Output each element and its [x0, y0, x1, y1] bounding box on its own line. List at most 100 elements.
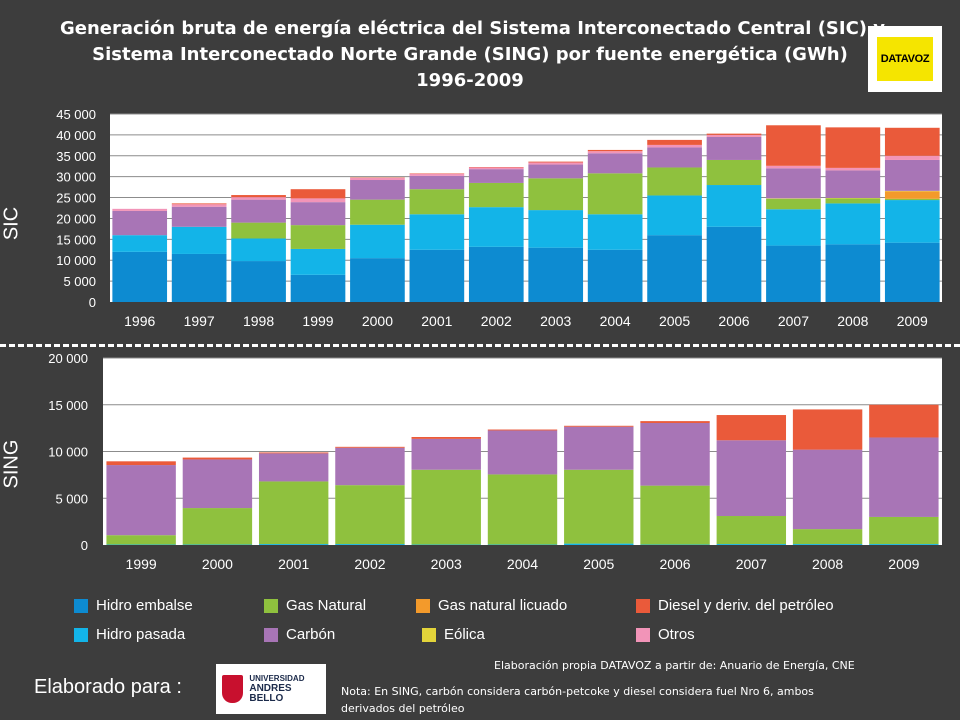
sic-x-tick-label: 1997 — [184, 313, 215, 329]
sic-bar-segment — [825, 203, 881, 245]
sing-y-tick-label: 15 000 — [48, 398, 88, 413]
sic-bar-segment — [825, 170, 881, 198]
footnote-line-1: Nota: En SING, carbón considera carbón-p… — [341, 685, 814, 698]
chart-title: Generación bruta de energía eléctrica de… — [60, 16, 886, 94]
sic-x-tick-label: 1996 — [124, 313, 155, 329]
sic-bar-segment — [706, 185, 762, 227]
sic-bar-segment — [884, 200, 940, 243]
sic-bar-segment — [825, 198, 881, 204]
sic-bar-segment — [647, 144, 702, 148]
sing-bar-segment — [564, 426, 634, 470]
datavoz-logo-text: DATAVOZ — [877, 37, 933, 81]
sic-bar-segment — [171, 204, 227, 207]
legend-label: Gas natural licuado — [438, 597, 568, 614]
legend-item: Hidro pasada — [74, 626, 185, 643]
sic-bar-segment — [409, 175, 465, 190]
sic-bar-segment — [171, 226, 227, 254]
sic-x-tick-label: 2005 — [659, 313, 690, 329]
sic-bar-segment — [587, 151, 643, 154]
legend-swatch — [416, 598, 430, 613]
legend-item: Gas Natural — [264, 597, 366, 614]
sic-bar-segment — [587, 214, 643, 250]
sic-y-tick-label: 5 000 — [63, 274, 96, 289]
legend-label: Gas Natural — [286, 597, 367, 614]
legend-item: Diesel y deriv. del petróleo — [636, 597, 834, 614]
legend-label: Hidro embalse — [96, 597, 193, 614]
sing-x-tick-label: 1999 — [126, 556, 157, 572]
sic-bar-segment — [112, 208, 168, 211]
sic-y-tick-label: 45 000 — [56, 107, 96, 122]
sic-bar-segment — [528, 164, 584, 179]
sic-bar-segment — [231, 261, 286, 302]
sic-bar-segment — [706, 136, 762, 160]
sing-x-tick-label: 2009 — [888, 556, 919, 572]
sing-x-tick-label: 2008 — [812, 556, 843, 572]
sic-bar-segment — [409, 249, 465, 302]
sic-bar-segment — [468, 207, 524, 247]
sic-bar-segment — [468, 182, 524, 208]
sing-x-tick-label: 2007 — [736, 556, 767, 572]
sing-bar-segment — [335, 485, 405, 545]
sing-x-tick-label: 2005 — [583, 556, 614, 572]
sic-bar-segment — [290, 248, 346, 275]
sic-bar-segment — [884, 198, 940, 201]
sic-bar-segment — [171, 253, 227, 302]
sic-bar-segment — [587, 149, 643, 152]
sic-bar-segment — [825, 127, 881, 168]
sing-bar-segment — [335, 544, 405, 545]
sic-bar-segment — [350, 177, 405, 181]
sic-bar-segment — [231, 238, 286, 262]
sing-bar-segment — [182, 508, 253, 545]
sic-bar-segment — [825, 244, 881, 302]
sing-bar-segment — [258, 452, 329, 454]
sic-bar-segment — [706, 133, 762, 135]
sic-bar-segment — [587, 249, 643, 302]
unab-shield-icon — [222, 675, 244, 703]
unab-logo-text: UNIVERSIDAD ANDRES BELLO — [249, 674, 326, 704]
sic-bar-segment — [409, 189, 465, 215]
sing-bar-segment — [792, 544, 863, 545]
sic-bar-segment — [171, 203, 227, 205]
sic-bar-segment — [409, 173, 465, 176]
sing-bar-segment — [869, 404, 939, 438]
sic-bar-segment — [112, 210, 168, 236]
legend-label: Carbón — [286, 626, 336, 643]
legend-label: Hidro pasada — [96, 626, 186, 643]
sing-bar-segment — [716, 440, 787, 517]
sic-bar-segment — [112, 251, 168, 302]
legend-swatch — [422, 627, 436, 642]
sing-bar-segment — [182, 459, 253, 509]
sing-bar-segment — [335, 446, 405, 448]
sic-bar-segment — [766, 198, 821, 210]
sic-bar-segment — [647, 147, 702, 168]
sic-bar-segment — [647, 167, 702, 196]
sic-bar-segment — [647, 235, 702, 302]
datavoz-logo: DATAVOZ — [868, 26, 942, 92]
sic-x-tick-label: 1999 — [302, 313, 333, 329]
sing-bar-segment — [258, 481, 329, 545]
sing-bar-segment — [487, 474, 558, 545]
sic-bar-segment — [290, 225, 346, 249]
legend-item: Gas natural licuado — [416, 597, 567, 614]
sic-bar-segment — [528, 162, 584, 165]
sic-bar-segment — [528, 178, 584, 211]
sing-bar-segment — [564, 543, 634, 545]
sic-bar-segment — [468, 246, 524, 302]
sic-bar-segment — [409, 214, 465, 250]
sing-bar-segment — [869, 544, 939, 545]
legend-swatch — [74, 627, 88, 642]
sing-bar-segment — [106, 535, 176, 545]
sic-x-tick-label: 2002 — [481, 313, 512, 329]
unab-line-2: ANDRES BELLO — [249, 683, 292, 704]
sic-bar-segment — [766, 125, 821, 166]
legend-label: Eólica — [444, 626, 485, 643]
unab-logo: UNIVERSIDAD ANDRES BELLO — [216, 664, 326, 714]
title-line-1: Generación bruta de energía eléctrica de… — [60, 18, 886, 39]
sing-bar-segment — [716, 544, 787, 545]
sing-bar-segment — [258, 544, 329, 545]
sic-bar-segment — [112, 235, 168, 252]
sic-bar-segment — [171, 206, 227, 227]
sing-bar-segment — [487, 429, 558, 431]
sic-bar-segment — [884, 191, 940, 199]
legend-item: Hidro embalse — [74, 597, 193, 614]
